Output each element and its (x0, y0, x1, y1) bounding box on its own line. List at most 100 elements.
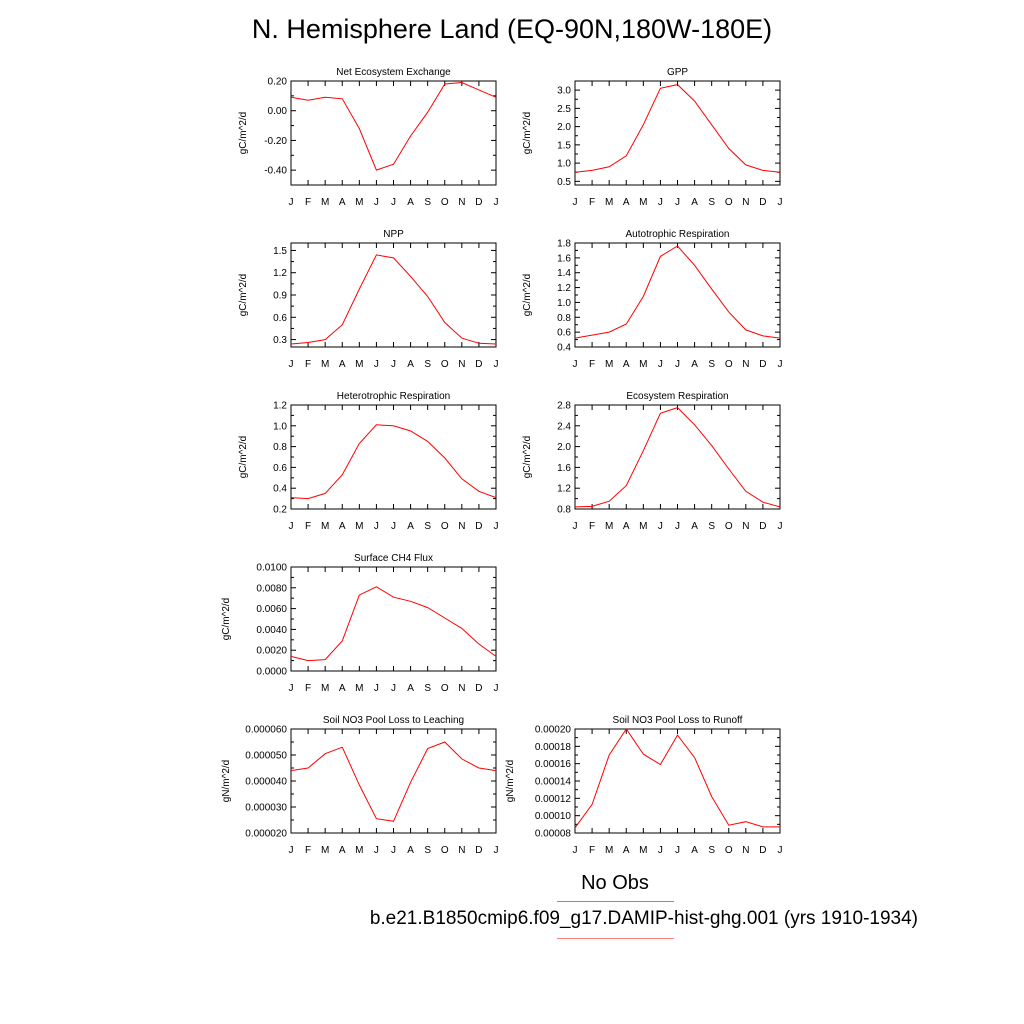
y-tick-label: 0.4 (273, 484, 287, 495)
x-tick-label: M (321, 521, 329, 532)
x-tick-label: F (305, 845, 311, 856)
x-tick-label: N (742, 197, 749, 208)
x-tick-label: J (658, 197, 663, 208)
y-tick-label: 1.8 (557, 239, 571, 250)
y-tick-label: -0.20 (264, 136, 287, 147)
y-tick-label: 1.5 (273, 246, 287, 257)
series-line (574, 84, 781, 173)
x-tick-label: M (321, 845, 329, 856)
panel-title: Surface CH4 Flux (354, 553, 433, 564)
plot-frame (574, 80, 781, 186)
x-tick-label: S (708, 359, 715, 370)
x-tick-label: O (441, 845, 449, 856)
y-axis-label: gN/m^2/d (505, 760, 516, 803)
x-tick-label: D (759, 845, 766, 856)
x-tick-label: J (573, 197, 578, 208)
x-tick-label: F (305, 359, 311, 370)
y-tick-label: 1.0 (557, 298, 571, 309)
x-tick-label: O (725, 521, 733, 532)
panel-title: Ecosystem Respiration (626, 391, 728, 402)
x-tick-label: J (374, 683, 379, 694)
x-tick-label: O (441, 359, 449, 370)
y-tick-label: 0.4 (557, 343, 571, 354)
x-tick-label: N (742, 845, 749, 856)
x-tick-label: S (424, 683, 431, 694)
panel-title: Soil NO3 Pool Loss to Leaching (323, 715, 464, 726)
x-tick-label: J (494, 683, 499, 694)
x-tick-label: F (589, 197, 595, 208)
legend-obs-label: No Obs (581, 872, 649, 894)
x-tick-label: O (725, 359, 733, 370)
y-tick-label: 0.000030 (245, 803, 287, 814)
y-tick-label: 0.00020 (535, 725, 572, 736)
x-tick-label: J (675, 359, 680, 370)
y-tick-label: 0.000060 (245, 725, 287, 736)
x-tick-label: F (589, 359, 595, 370)
x-tick-label: J (573, 359, 578, 370)
y-tick-label: 0.8 (557, 313, 571, 324)
y-tick-label: 1.5 (557, 140, 571, 151)
x-tick-label: A (407, 359, 414, 370)
x-tick-label: M (605, 521, 613, 532)
x-tick-label: F (589, 845, 595, 856)
y-tick-label: -0.40 (264, 166, 287, 177)
x-tick-label: N (458, 359, 465, 370)
x-tick-label: A (691, 197, 698, 208)
x-tick-label: J (778, 359, 783, 370)
x-tick-label: M (321, 683, 329, 694)
series-line (574, 728, 780, 829)
x-tick-label: J (675, 197, 680, 208)
x-tick-label: M (355, 683, 363, 694)
x-tick-label: J (391, 683, 396, 694)
x-tick-label: A (339, 521, 346, 532)
y-tick-label: 0.8 (273, 442, 287, 453)
series-line (574, 407, 781, 508)
x-tick-label: J (494, 197, 499, 208)
x-tick-label: J (374, 197, 379, 208)
y-tick-label: 1.0 (557, 159, 571, 170)
y-tick-label: 1.6 (557, 253, 571, 264)
x-tick-label: A (623, 521, 630, 532)
x-tick-label: A (623, 359, 630, 370)
y-tick-label: 0.0060 (256, 604, 287, 615)
x-tick-label: D (475, 197, 482, 208)
x-tick-label: J (675, 845, 680, 856)
y-axis-label: gC/m^2/d (238, 112, 249, 155)
plot-frame (290, 80, 497, 186)
x-tick-label: N (742, 521, 749, 532)
series-line (290, 254, 497, 345)
y-tick-label: 3.0 (557, 86, 571, 97)
y-axis-label: gC/m^2/d (522, 112, 533, 155)
y-tick-label: 0.00016 (535, 759, 572, 770)
x-tick-label: D (759, 197, 766, 208)
plot-frame (290, 566, 497, 672)
x-tick-label: J (778, 197, 783, 208)
x-tick-label: J (289, 683, 294, 694)
x-tick-label: A (339, 845, 346, 856)
x-tick-label: M (639, 359, 647, 370)
x-tick-label: A (339, 359, 346, 370)
x-tick-label: J (494, 845, 499, 856)
x-tick-label: J (675, 521, 680, 532)
series-line (290, 81, 497, 171)
x-tick-label: J (778, 845, 783, 856)
y-tick-label: 2.4 (557, 421, 571, 432)
x-tick-label: D (475, 845, 482, 856)
y-axis-label: gC/m^2/d (238, 274, 249, 317)
legend-case-line (557, 938, 674, 939)
y-tick-label: 0.0040 (256, 625, 287, 636)
x-tick-label: F (305, 521, 311, 532)
y-tick-label: 0.00008 (535, 829, 572, 840)
x-tick-label: O (441, 521, 449, 532)
y-tick-label: 0.6 (273, 463, 287, 474)
x-tick-label: J (289, 197, 294, 208)
plot-frame (290, 404, 497, 510)
y-axis-label: gC/m^2/d (221, 598, 232, 641)
y-tick-label: 1.2 (273, 401, 287, 412)
